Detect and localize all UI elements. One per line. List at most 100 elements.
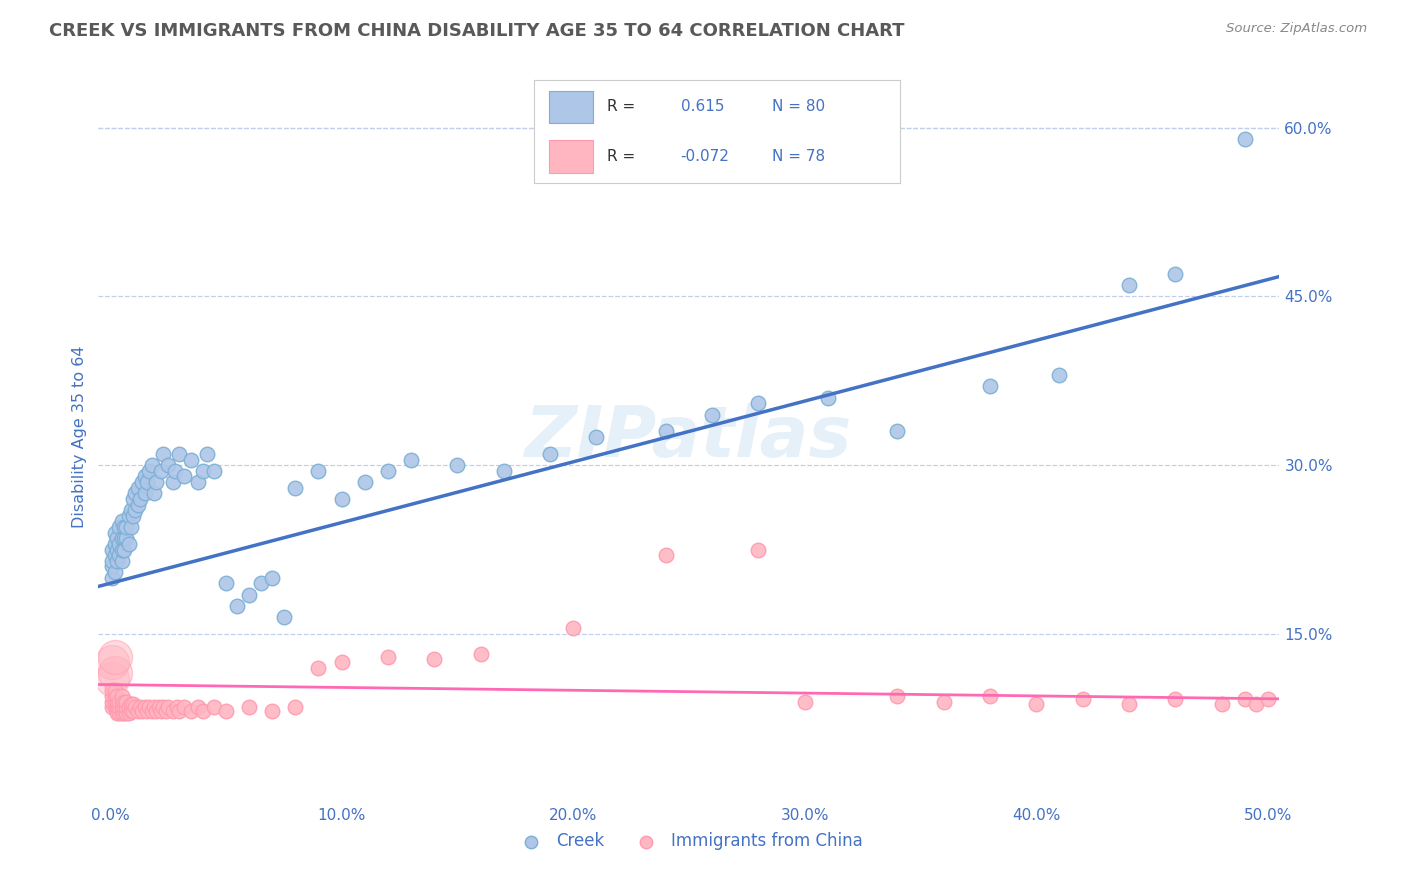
Text: -0.072: -0.072 [681,149,730,164]
Point [108,520,131,534]
Point [112,532,135,546]
Point [105,700,128,714]
Point [187,700,209,714]
Point [202,464,225,478]
Point [1257,692,1279,706]
Text: ZIPatlas: ZIPatlas [526,402,852,472]
Bar [548,91,593,123]
Point [127,498,149,512]
Point [238,588,260,602]
Text: Source: ZipAtlas.com: Source: ZipAtlas.com [1226,22,1367,36]
Point [249,576,271,591]
Point [169,447,191,461]
Point [104,525,127,540]
Point [152,700,174,714]
Point [145,704,167,718]
Point [562,621,585,635]
Text: N = 78: N = 78 [772,149,825,164]
Point [399,452,422,467]
Point [127,481,149,495]
Point [1233,132,1256,146]
Point [117,706,139,720]
Point [156,700,179,714]
Point [353,475,375,489]
Point [152,447,174,461]
Point [134,486,156,500]
Point [105,706,128,720]
Point [112,542,135,557]
Point [108,548,131,562]
Point [492,464,515,478]
Point [108,706,131,720]
Point [538,447,561,461]
Point [180,452,202,467]
Point [134,700,156,714]
Point [124,503,146,517]
Point [180,704,202,718]
Text: R =: R = [607,149,636,164]
Point [131,475,153,489]
Point [120,503,142,517]
Point [101,571,124,585]
Point [117,537,139,551]
Point [134,469,156,483]
Point [112,706,135,720]
Point [330,655,353,669]
Point [155,704,177,718]
Point [101,700,124,714]
Point [105,689,128,703]
Point [101,559,124,574]
Point [1211,697,1233,711]
Point [156,458,179,473]
Point [104,683,127,698]
Text: CREEK VS IMMIGRANTS FROM CHINA DISABILITY AGE 35 TO 64 CORRELATION CHART: CREEK VS IMMIGRANTS FROM CHINA DISABILIT… [49,22,904,40]
Point [122,704,145,718]
Point [110,515,132,529]
Point [307,661,329,675]
Point [446,458,468,473]
Point [105,694,128,708]
Point [115,700,138,714]
Point [166,700,188,714]
Point [149,704,172,718]
Point [110,554,132,568]
Point [117,700,139,714]
Point [117,508,139,523]
Legend: Creek, Immigrants from China: Creek, Immigrants from China [508,825,870,856]
Point [101,689,124,703]
Point [747,542,769,557]
Point [655,425,678,439]
Point [104,694,127,708]
Point [1233,692,1256,706]
Point [101,672,124,686]
Point [187,475,209,489]
Point [330,491,353,506]
Point [173,700,195,714]
Point [115,694,138,708]
Point [226,599,249,613]
Point [700,408,723,422]
Point [105,542,128,557]
Point [423,652,446,666]
Point [136,704,159,718]
Point [215,576,238,591]
Point [655,548,678,562]
Point [1164,692,1187,706]
Point [979,689,1001,703]
Point [470,647,492,661]
Point [1118,697,1140,711]
Point [112,694,135,708]
Point [115,520,138,534]
Point [122,491,145,506]
Point [122,508,145,523]
Point [124,700,146,714]
Point [110,706,132,720]
Point [215,704,238,718]
Point [105,532,128,546]
Point [110,689,132,703]
Point [793,694,815,708]
Point [120,704,142,718]
Point [124,486,146,500]
Point [1246,697,1268,711]
Point [138,700,160,714]
